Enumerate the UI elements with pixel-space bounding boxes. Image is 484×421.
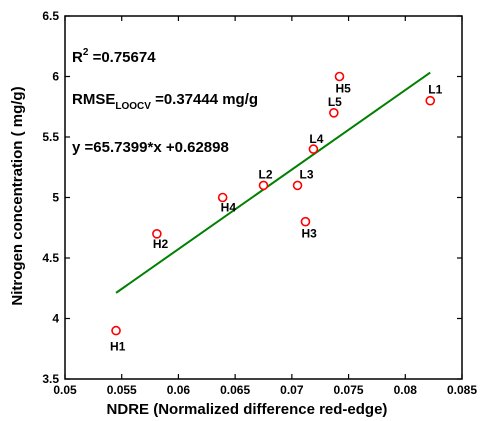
- data-point-l4: [308, 144, 319, 154]
- plot-frame: [64, 15, 463, 380]
- y-tick-label: 5.5: [42, 130, 59, 144]
- point-label-l3: L3: [300, 167, 314, 181]
- point-label-h3: H3: [301, 227, 317, 241]
- data-point-h5: [334, 71, 345, 82]
- point-label-h1: H1: [110, 340, 126, 354]
- point-label-l4: L4: [309, 132, 323, 146]
- x-tick-label: 0.08: [394, 383, 418, 397]
- y-tick-label: 6: [52, 70, 59, 84]
- point-label-l2: L2: [259, 167, 273, 181]
- point-label-h2: H2: [153, 237, 169, 251]
- y-tick-label: 3.5: [42, 372, 59, 386]
- regression-line: [115, 71, 431, 294]
- point-label-h4: H4: [221, 201, 237, 215]
- y-tick-label: 4.5: [42, 251, 59, 265]
- y-axis-title: Nitrogen concentration ( mg/g): [9, 86, 26, 305]
- x-tick-label: 0.065: [220, 383, 250, 397]
- rmse-annotation: RMSELOOCV =0.37444 mg/g: [72, 91, 258, 112]
- y-tick-label: 6.5: [42, 9, 59, 23]
- x-tick-label: 0.07: [280, 383, 304, 397]
- point-label-l5: L5: [328, 95, 342, 109]
- x-tick-label: 0.05: [53, 383, 77, 397]
- data-point-h2: [152, 229, 162, 239]
- x-tick-label: 0.06: [167, 383, 191, 397]
- data-point-h1: [111, 325, 121, 336]
- y-tick-label: 4: [52, 312, 59, 326]
- data-point-l3: [292, 180, 303, 191]
- data-point-l1: [425, 95, 436, 106]
- x-tick-label: 0.075: [334, 383, 364, 397]
- data-point-h4: [217, 192, 228, 203]
- plot-area: 0.05 0.055 0.06 0.065 0.07 0.075 0.08 0.085 3.5 4…: [42, 9, 477, 397]
- equation-annotation: y =65.7399*x +0.62898: [72, 139, 229, 156]
- x-tick-label: 0.085: [447, 383, 477, 397]
- y-tick-label: 5: [52, 191, 59, 205]
- data-point-l5: [329, 108, 339, 118]
- point-label-h5: H5: [335, 82, 351, 96]
- r2-annotation: R2 =0.75674: [72, 47, 156, 66]
- x-tick-label: 0.055: [107, 383, 137, 397]
- point-label-l1: L1: [428, 83, 442, 97]
- data-point-l2: [258, 180, 269, 191]
- x-axis-title: NDRE (Normalized difference red-edge): [107, 401, 388, 418]
- data-point-h3: [300, 216, 311, 227]
